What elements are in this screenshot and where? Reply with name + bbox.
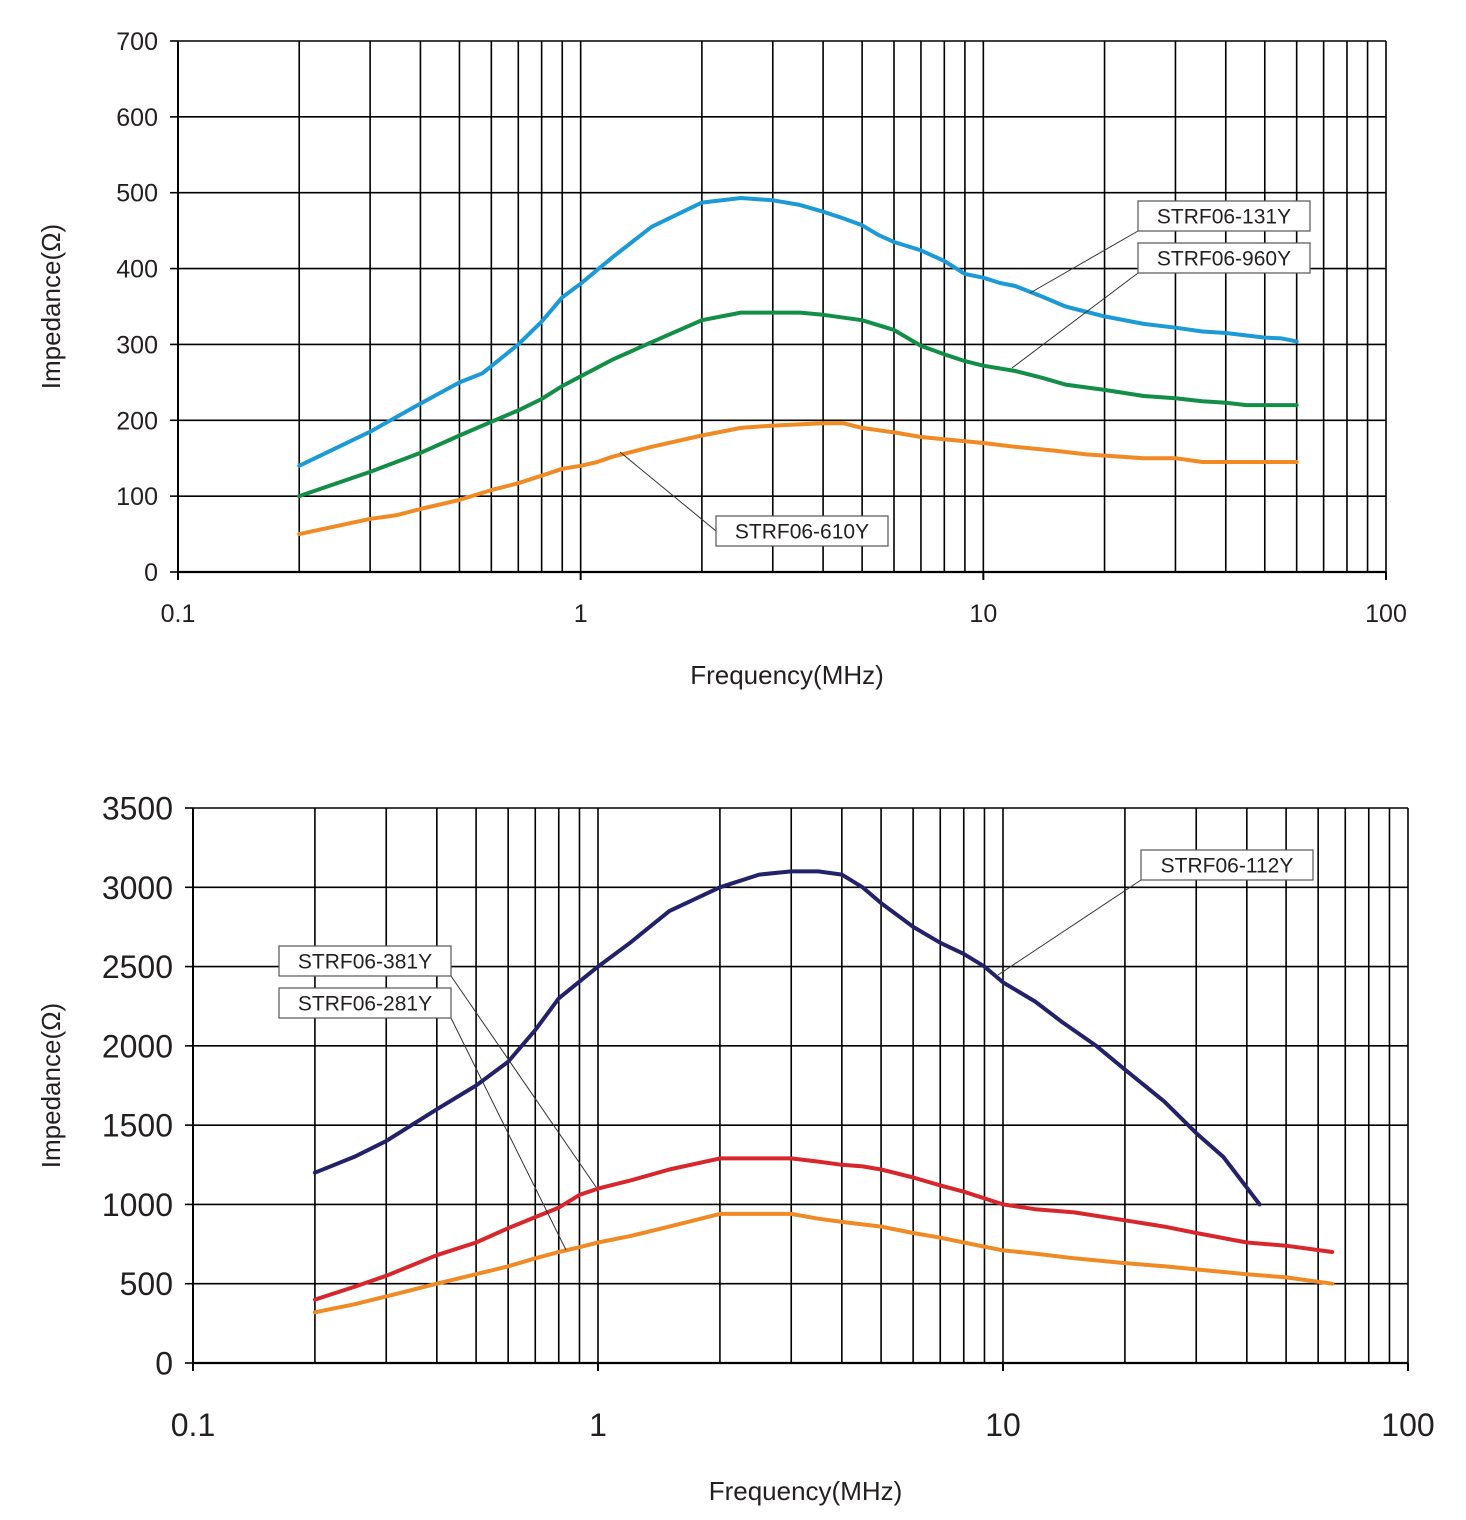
x-tick-label: 10	[985, 1407, 1021, 1443]
callout-label: STRF06-112Y	[1161, 855, 1294, 878]
y-tick-label: 1000	[102, 1187, 173, 1223]
y-tick-label: 3500	[102, 791, 173, 827]
series-line-strf06-281y	[312, 1211, 1335, 1315]
x-tick-label: 1	[589, 1407, 607, 1443]
y-tick-label: 1500	[102, 1108, 173, 1144]
x-tick-label: 0.1	[161, 600, 196, 628]
callout-label: STRF06-131Y	[1157, 206, 1291, 229]
callout-label: STRF06-381Y	[298, 951, 432, 974]
y-tick-label: 200	[116, 407, 158, 435]
callout-leader	[450, 1017, 567, 1251]
y-tick-label: 0	[144, 559, 158, 587]
y-tick-label: 600	[116, 104, 158, 132]
y-tick-label: 300	[116, 331, 158, 359]
callout-box	[1137, 242, 1311, 274]
grid	[185, 807, 1408, 1364]
callout-box	[278, 987, 452, 1019]
y-axis-label: Impedance(Ω)	[36, 224, 66, 389]
series-line-strf06-610y	[297, 421, 1299, 537]
callout-box	[715, 515, 889, 547]
x-tick-label: 10	[969, 600, 997, 628]
series-line-strf06-131y	[297, 196, 1299, 468]
y-tick-label: 500	[116, 180, 158, 208]
x-tick-label: 100	[1381, 1407, 1434, 1443]
x-tick-label: 1	[574, 600, 588, 628]
y-tick-label: 0	[155, 1346, 173, 1382]
y-tick-label: 2500	[102, 949, 173, 985]
callout-leader	[619, 451, 717, 532]
chart-2: 0 500 1000 1500 2000 2500 3000 3500 0.1 1 10 100 Fre…	[36, 791, 1435, 1506]
callout-leader	[1011, 272, 1139, 369]
callout-label: STRF06-960Y	[1157, 248, 1291, 271]
callout-leader	[997, 879, 1142, 976]
x-axis-label: Frequency(MHz)	[709, 1476, 903, 1506]
x-tick-label: 100	[1365, 600, 1407, 628]
y-tick-label: 100	[116, 483, 158, 511]
y-tick-label: 2000	[102, 1028, 173, 1064]
y-axis-label: Impedance(Ω)	[36, 1003, 66, 1168]
grid	[170, 40, 1386, 573]
x-axis-label: Frequency(MHz)	[690, 660, 884, 690]
callout-label: STRF06-610Y	[735, 521, 869, 544]
y-tick-label: 3000	[102, 870, 173, 906]
series-line-strf06-381y	[312, 1156, 1335, 1302]
callout-box	[1140, 849, 1314, 881]
callout-box	[278, 945, 452, 977]
callout-leader	[1029, 230, 1139, 294]
x-tick-label: 0.1	[171, 1407, 215, 1443]
series-line-strf06-960y	[297, 310, 1299, 499]
y-tick-label: 500	[120, 1266, 173, 1302]
y-tick-label: 700	[116, 28, 158, 56]
y-tick-label: 400	[116, 256, 158, 284]
callout-box	[1137, 200, 1311, 232]
series-line-strf06-112y	[312, 869, 1262, 1207]
chart-1: 0 100 200 300 400 500 600 700 0.1 1 10 100 Frequency…	[36, 28, 1407, 690]
callout-leader	[450, 975, 597, 1188]
callout-label: STRF06-281Y	[298, 993, 432, 1016]
